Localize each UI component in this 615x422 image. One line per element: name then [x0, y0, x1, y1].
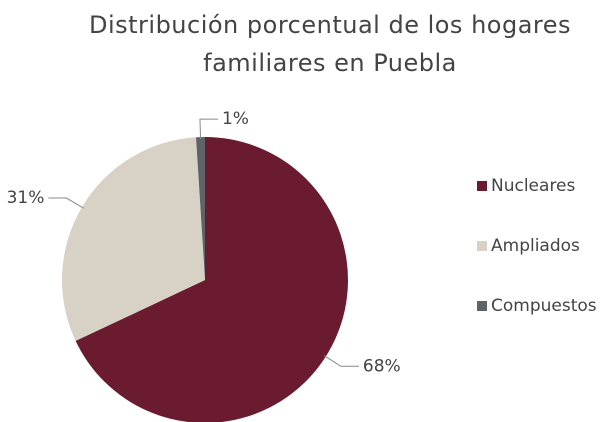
data-label: 68% — [363, 356, 401, 376]
pie-slice — [62, 137, 206, 341]
leader-line — [199, 118, 218, 140]
leader-line — [48, 197, 84, 209]
legend-label: Ampliados — [491, 236, 580, 256]
data-label: 1% — [222, 109, 249, 129]
legend-swatch — [477, 241, 487, 251]
data-label: 31% — [7, 188, 45, 208]
pie-slice — [196, 137, 205, 280]
legend-label: Nucleares — [491, 176, 576, 196]
legend-label: Compuestos — [491, 296, 597, 316]
legend-swatch — [477, 181, 487, 191]
chart-title: Distribución porcentual de los hogares f… — [88, 11, 572, 77]
pie-slice — [75, 137, 348, 422]
legend-swatch — [477, 301, 487, 311]
leader-line — [323, 355, 359, 367]
